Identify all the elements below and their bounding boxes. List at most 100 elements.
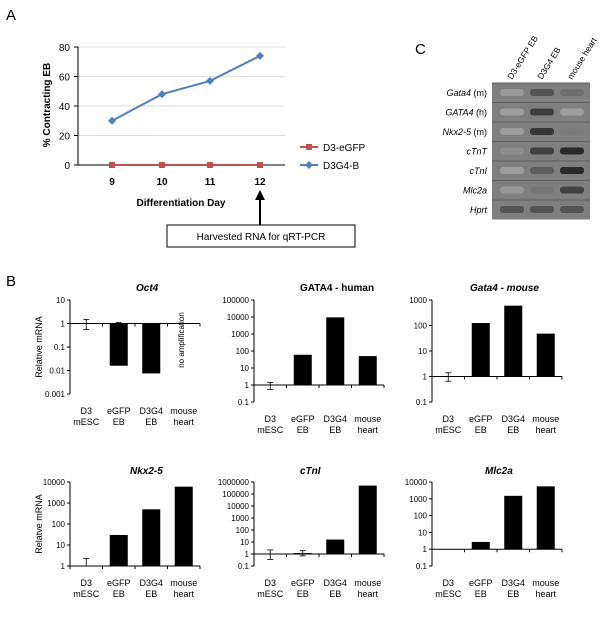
- y-tick-label: 20: [59, 132, 71, 143]
- y-tick-label: 100: [236, 347, 250, 356]
- y-tick-label: 1: [245, 550, 250, 559]
- y-tick-label: 60: [59, 73, 71, 84]
- category-label: EB: [507, 589, 519, 599]
- y-tick-label: 1000: [231, 330, 249, 339]
- data-point: [159, 162, 165, 168]
- y-tick-label: 0.001: [45, 390, 66, 399]
- lane-label: mouse heart: [565, 35, 599, 81]
- category-label: EB: [297, 425, 309, 435]
- data-point: [256, 51, 264, 60]
- gel-band: [530, 186, 554, 194]
- bar: [109, 323, 128, 366]
- y-tick-label: 0.01: [49, 367, 65, 376]
- chart-title: GATA4 - human: [300, 283, 374, 294]
- gel-band: [500, 206, 524, 213]
- category-label: EB: [507, 425, 519, 435]
- gel-band: [560, 128, 584, 135]
- panel-label-c: C: [415, 41, 426, 58]
- y-tick-label: 10000: [227, 502, 250, 511]
- y-tick-label: 10: [240, 538, 249, 547]
- category-label: D3G4: [501, 578, 525, 588]
- gel-band: [560, 108, 584, 116]
- gene-label: Hprt: [470, 205, 488, 215]
- category-label: EB: [475, 425, 487, 435]
- category-label: mESC: [257, 425, 284, 435]
- gel-band: [560, 147, 584, 155]
- x-tick-label: 12: [254, 177, 266, 188]
- gene-label: Mlc2a: [463, 186, 487, 196]
- bar: [174, 486, 193, 566]
- bar: [536, 333, 555, 377]
- annotation-box: [166, 224, 356, 248]
- y-tick-label: 100: [52, 520, 66, 529]
- category-label: D3: [442, 414, 454, 424]
- bar: [326, 317, 345, 385]
- y-tick-label: 10: [56, 296, 65, 305]
- y-axis-label: % Contracting EB: [42, 63, 53, 147]
- x-axis-label: Differentiation Day: [137, 198, 226, 209]
- bar: [504, 305, 523, 377]
- y-tick-label: 1000: [47, 499, 65, 508]
- bar: [326, 539, 345, 554]
- category-label: D3G4: [501, 414, 525, 424]
- gel-band: [500, 89, 524, 96]
- gel-band: [500, 128, 524, 135]
- category-label: D3: [80, 406, 92, 416]
- y-tick-label: 0: [64, 161, 70, 172]
- chart-title: cTnI: [300, 466, 321, 477]
- category-label: heart: [357, 589, 378, 599]
- category-label: eGFP: [469, 578, 493, 588]
- legend-label: D3G4-B: [323, 161, 359, 172]
- category-label: EB: [329, 589, 341, 599]
- y-tick-label: 10: [418, 347, 427, 356]
- gel-band: [530, 206, 554, 213]
- data-point: [207, 162, 213, 168]
- annotation-text: Harvested RNA for qRT-PCR: [197, 232, 326, 243]
- bar: [109, 534, 128, 566]
- x-tick-label: 10: [156, 177, 168, 188]
- data-point: [108, 116, 116, 125]
- category-label: eGFP: [291, 578, 315, 588]
- y-tick-label: 1: [61, 320, 66, 329]
- y-tick-label: 10: [56, 541, 65, 550]
- category-label: heart: [535, 589, 556, 599]
- y-tick-label: 100000: [222, 296, 249, 305]
- gene-label: GATA4 (h): [445, 108, 487, 118]
- data-point: [206, 76, 214, 85]
- bar: [471, 541, 490, 550]
- gene-label: Gata4 (m): [446, 88, 487, 98]
- gel-band: [500, 186, 524, 194]
- category-label: D3: [442, 578, 454, 588]
- category-label: eGFP: [291, 414, 315, 424]
- gel-band: [500, 108, 524, 116]
- annotation-text: no amplification: [177, 312, 186, 368]
- lane-label: D3-eGFP EB: [505, 34, 540, 82]
- category-label: mouse: [532, 578, 559, 588]
- y-tick-label: 0.1: [416, 398, 428, 407]
- category-label: mouse: [354, 578, 381, 588]
- y-axis-label: Relative mRNA: [34, 316, 44, 378]
- y-tick-label: 80: [59, 43, 71, 54]
- legend-marker: [306, 144, 312, 150]
- bar: [293, 354, 312, 385]
- y-tick-label: 1000: [231, 514, 249, 523]
- bar: [358, 485, 377, 554]
- category-label: mESC: [73, 417, 100, 427]
- y-tick-label: 10000: [43, 478, 66, 487]
- x-tick-label: 9: [109, 177, 115, 188]
- category-label: D3G4: [139, 406, 163, 416]
- category-label: EB: [145, 589, 157, 599]
- gel-band: [530, 128, 554, 135]
- category-label: mESC: [435, 589, 462, 599]
- gel-band: [530, 89, 554, 96]
- annotation-arrowhead: [255, 190, 265, 200]
- y-tick-label: 100000: [222, 490, 249, 499]
- y-tick-label: 0.1: [416, 562, 428, 571]
- category-label: EB: [113, 589, 125, 599]
- bar: [471, 323, 490, 377]
- gel-band: [560, 89, 584, 96]
- y-tick-label: 10: [240, 364, 249, 373]
- y-tick-label: 100: [414, 512, 428, 521]
